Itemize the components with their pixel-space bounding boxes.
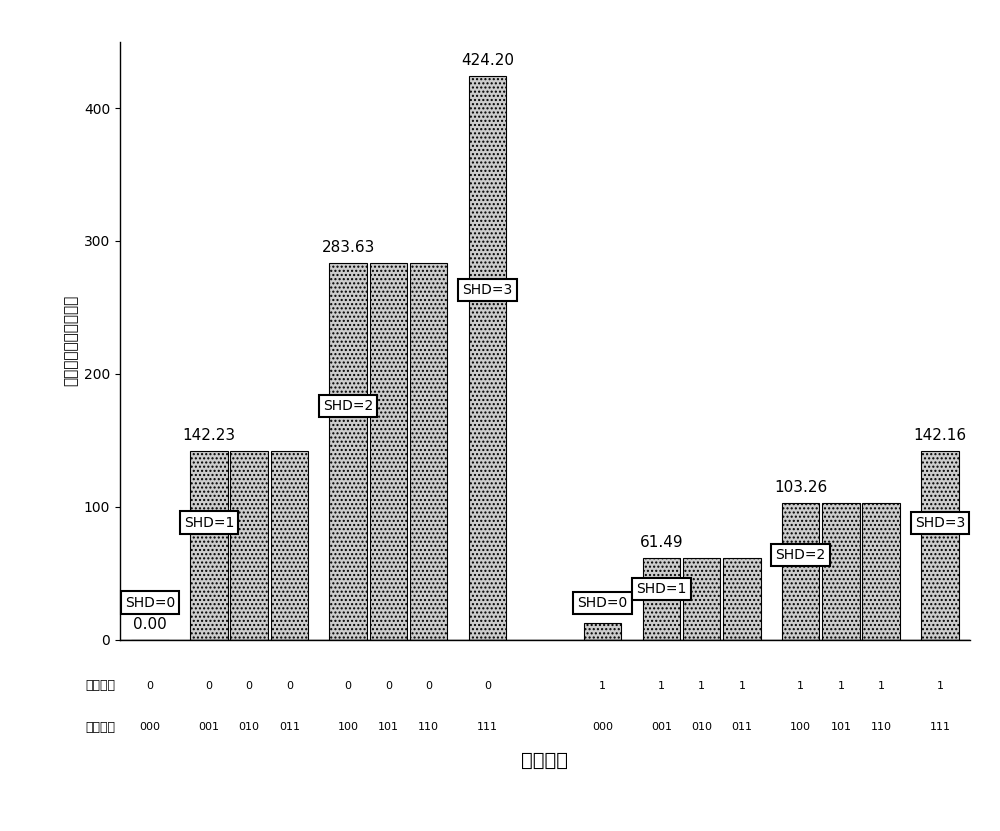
Bar bbox=[782, 503, 819, 640]
Text: 1: 1 bbox=[599, 681, 606, 691]
Text: SHD=1: SHD=1 bbox=[636, 583, 687, 596]
Text: 283.63: 283.63 bbox=[321, 240, 375, 255]
Bar bbox=[469, 76, 506, 640]
Text: 61.49: 61.49 bbox=[640, 535, 683, 550]
Text: 010: 010 bbox=[691, 722, 712, 732]
Text: 0: 0 bbox=[286, 681, 293, 691]
Y-axis label: 旁路漏电功耗（纳瓦）: 旁路漏电功耗（纳瓦） bbox=[63, 295, 78, 386]
Text: 12.58: 12.58 bbox=[581, 600, 624, 615]
Text: 0: 0 bbox=[205, 681, 212, 691]
Text: 110: 110 bbox=[418, 722, 439, 732]
X-axis label: 输入向量: 输入向量 bbox=[522, 751, 568, 770]
Text: 0: 0 bbox=[146, 681, 153, 691]
Text: 000: 000 bbox=[592, 722, 613, 732]
Text: 1: 1 bbox=[937, 681, 944, 691]
Text: 100: 100 bbox=[790, 722, 811, 732]
Bar bbox=[584, 623, 621, 640]
Text: 0: 0 bbox=[484, 681, 491, 691]
Bar bbox=[370, 263, 407, 640]
Text: 424.20: 424.20 bbox=[461, 53, 514, 68]
Text: 通路输入: 通路输入 bbox=[85, 720, 115, 734]
Bar bbox=[271, 450, 308, 640]
Text: 111: 111 bbox=[930, 722, 951, 732]
Text: 0: 0 bbox=[425, 681, 432, 691]
Text: SHD=2: SHD=2 bbox=[323, 399, 373, 413]
Text: 111: 111 bbox=[477, 722, 498, 732]
Bar bbox=[410, 263, 447, 640]
Text: 001: 001 bbox=[651, 722, 672, 732]
Text: 0.00: 0.00 bbox=[133, 617, 167, 632]
Text: 142.23: 142.23 bbox=[182, 428, 235, 443]
Text: 1: 1 bbox=[878, 681, 885, 691]
Bar bbox=[190, 450, 228, 640]
Text: 001: 001 bbox=[198, 722, 219, 732]
Text: 010: 010 bbox=[239, 722, 260, 732]
Bar bbox=[230, 450, 268, 640]
Text: 110: 110 bbox=[871, 722, 892, 732]
Text: SHD=3: SHD=3 bbox=[462, 283, 513, 297]
Text: 0: 0 bbox=[385, 681, 392, 691]
Text: 1: 1 bbox=[658, 681, 665, 691]
Text: 011: 011 bbox=[279, 722, 300, 732]
Text: 0: 0 bbox=[246, 681, 253, 691]
Text: 142.16: 142.16 bbox=[913, 428, 967, 443]
Bar bbox=[683, 558, 720, 640]
Bar bbox=[643, 558, 680, 640]
Text: 011: 011 bbox=[731, 722, 752, 732]
Text: 0: 0 bbox=[345, 681, 352, 691]
Text: 101: 101 bbox=[830, 722, 851, 732]
Text: 103.26: 103.26 bbox=[774, 479, 827, 494]
Bar bbox=[329, 263, 367, 640]
Text: SHD=0: SHD=0 bbox=[125, 596, 175, 610]
Text: 1: 1 bbox=[738, 681, 745, 691]
Text: 旁路输入: 旁路输入 bbox=[85, 679, 115, 692]
Text: 1: 1 bbox=[837, 681, 844, 691]
Bar bbox=[723, 558, 761, 640]
Text: SHD=2: SHD=2 bbox=[776, 548, 826, 562]
Text: 1: 1 bbox=[698, 681, 705, 691]
Bar bbox=[921, 451, 959, 640]
Bar bbox=[862, 503, 900, 640]
Text: SHD=0: SHD=0 bbox=[577, 596, 628, 610]
Text: 1: 1 bbox=[797, 681, 804, 691]
Text: SHD=3: SHD=3 bbox=[915, 516, 965, 529]
Text: SHD=1: SHD=1 bbox=[184, 515, 234, 529]
Bar bbox=[822, 503, 860, 640]
Text: 101: 101 bbox=[378, 722, 399, 732]
Text: 100: 100 bbox=[338, 722, 359, 732]
Text: 000: 000 bbox=[139, 722, 160, 732]
